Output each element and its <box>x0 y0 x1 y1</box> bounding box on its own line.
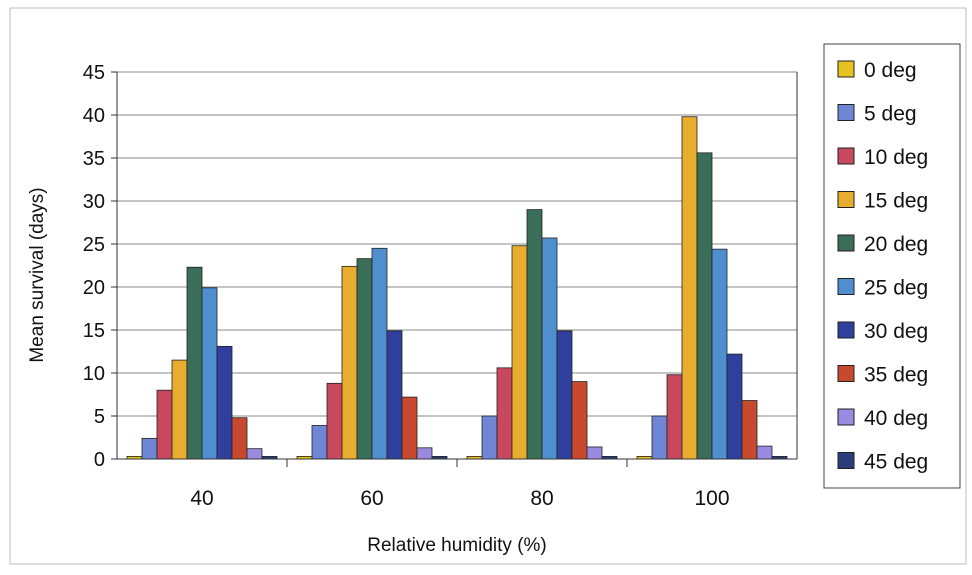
y-tick-label: 5 <box>94 406 105 428</box>
bar <box>386 330 403 460</box>
y-tick-label: 30 <box>83 191 105 213</box>
legend-swatch <box>837 452 855 469</box>
bar <box>156 389 173 460</box>
legend-swatch <box>837 191 855 208</box>
bar <box>216 345 233 460</box>
y-tick-label: 15 <box>83 320 105 342</box>
y-tick-label: 10 <box>83 363 105 385</box>
bar <box>651 415 668 460</box>
bar <box>326 382 343 460</box>
legend-label: 30 deg <box>864 320 928 343</box>
bar <box>741 400 758 460</box>
legend-label: 15 deg <box>864 190 928 213</box>
y-tick-label: 20 <box>83 277 105 299</box>
axes <box>111 71 798 467</box>
y-tick-label: 0 <box>94 449 105 471</box>
bar <box>496 367 513 460</box>
legend-label: 45 deg <box>864 451 928 474</box>
bar <box>186 266 203 460</box>
legend-label: 0 deg <box>864 59 917 82</box>
bar <box>526 209 543 460</box>
bar <box>586 446 603 460</box>
y-tick-label: 25 <box>83 234 105 256</box>
bar <box>511 245 528 460</box>
bar <box>231 417 248 460</box>
legend-label: 25 deg <box>864 277 928 300</box>
legend-swatch <box>837 278 855 295</box>
bar <box>311 425 328 460</box>
legend-label: 10 deg <box>864 146 928 169</box>
bar <box>481 415 498 460</box>
legend-swatch <box>837 234 855 252</box>
x-tick-label: 100 <box>694 487 729 510</box>
legend-label: 5 deg <box>864 103 917 126</box>
bar <box>541 237 558 460</box>
y-tick-label: 35 <box>83 148 105 170</box>
legend-label: 40 deg <box>864 407 928 430</box>
x-tick-label: 80 <box>530 487 553 510</box>
bar <box>416 447 433 460</box>
legend-label: 20 deg <box>864 233 928 256</box>
legend-swatch <box>837 104 855 121</box>
bar <box>711 248 728 460</box>
bar <box>666 374 683 460</box>
bar <box>681 116 698 460</box>
bar <box>341 265 358 460</box>
tick-labels: 0 5 10 15 20 25 30 35 40 45 40 60 80 100 <box>83 62 730 510</box>
y-axis-title: Mean survival (days) <box>27 187 48 362</box>
legend-swatch <box>837 408 855 426</box>
legend-swatch <box>837 60 855 78</box>
bar <box>726 353 743 460</box>
bar <box>571 381 588 460</box>
legend-swatch <box>837 147 855 165</box>
bar <box>756 445 773 460</box>
bar <box>401 396 418 460</box>
y-tick-label: 45 <box>83 62 105 84</box>
bar <box>201 287 218 460</box>
bar <box>556 330 573 460</box>
bar <box>171 359 188 460</box>
x-tick-label: 60 <box>360 487 383 510</box>
y-tick-label: 40 <box>83 105 105 127</box>
x-tick-label: 40 <box>190 487 213 510</box>
bar <box>696 152 713 460</box>
bar <box>246 448 263 460</box>
bar <box>371 247 388 460</box>
legend-label: 35 deg <box>864 364 928 387</box>
legend-swatch <box>837 321 855 339</box>
legend: 0 deg 5 deg 10 deg 15 deg 20 deg 25 deg 30 deg… <box>823 43 961 489</box>
x-axis-title: Relative humidity (%) <box>367 535 547 556</box>
bar <box>356 258 373 460</box>
chart-border <box>9 7 967 565</box>
legend-swatch <box>837 365 855 382</box>
bar <box>141 437 158 460</box>
